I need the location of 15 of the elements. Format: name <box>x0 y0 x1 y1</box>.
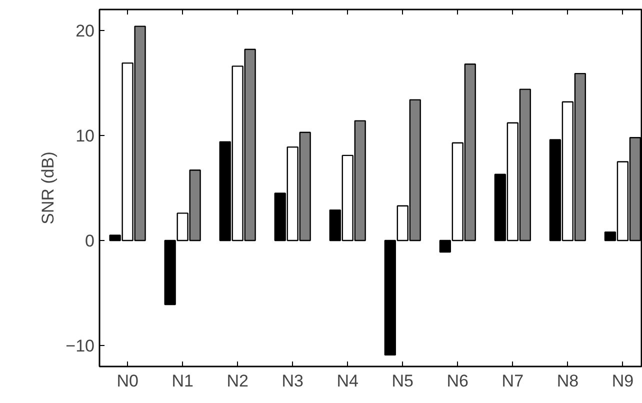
x-tick-label: N7 <box>502 372 524 390</box>
x-tick-label: N2 <box>226 372 248 390</box>
x-tick-label: N1 <box>172 372 194 390</box>
y-axis-title: SNR (dB) <box>38 152 58 224</box>
x-tick-label: N4 <box>336 372 358 390</box>
y-tick-label: 0 <box>85 232 95 250</box>
x-tick-label: N6 <box>446 372 469 390</box>
y-tick-label: −10 <box>66 336 95 356</box>
x-tick-label: N8 <box>556 372 579 390</box>
y-tick-label: 20 <box>76 22 95 40</box>
y-tick-label: 10 <box>76 126 95 146</box>
x-tick-label: N3 <box>282 372 304 390</box>
x-tick-label: N9 <box>612 372 634 390</box>
x-tick-label: N0 <box>116 372 138 390</box>
x-tick-label: N5 <box>392 372 414 390</box>
